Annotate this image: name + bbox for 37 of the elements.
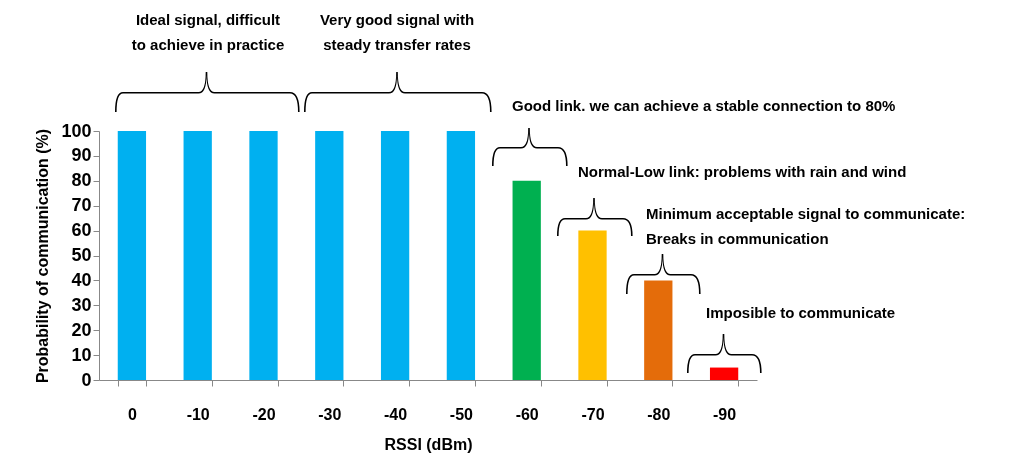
annotation: Imposible to communicate <box>706 304 896 321</box>
y-tick-label: 50 <box>71 245 92 265</box>
y-tick-label: 40 <box>71 269 92 290</box>
text: Ideal signal, difficult to achieve in practice <box>131 11 285 53</box>
y-tick-label: 20 <box>71 319 92 340</box>
bar <box>709 367 739 380</box>
x-tick-label: -40 <box>384 405 408 423</box>
x-tick-label: -60 <box>515 405 539 423</box>
y-tick-label: 10 <box>71 344 92 365</box>
y-tick-label: 100 <box>61 120 92 141</box>
bar <box>315 131 344 380</box>
x-tick-label: -80 <box>647 405 671 423</box>
x-tick-label: -70 <box>581 405 605 423</box>
x-tick-label: -90 <box>713 405 737 423</box>
y-tick-label: 0 <box>81 369 92 390</box>
y-tick-label: 90 <box>71 145 92 166</box>
bar <box>446 131 476 380</box>
x-tick-label: -10 <box>186 405 210 423</box>
text: Good link. we can achieve a stable connection to 80% <box>512 97 896 114</box>
y-tick-label: 30 <box>71 294 92 315</box>
x-tick-label: 0 <box>127 405 137 423</box>
x-axis-title: RSSI (dBm) <box>384 435 473 453</box>
x-tick-label: -30 <box>318 405 342 423</box>
x-tick-label: -50 <box>449 405 474 423</box>
bar <box>183 131 212 380</box>
y-tick-label: 70 <box>71 195 92 216</box>
bar <box>117 131 147 380</box>
x-tick-label: -20 <box>252 405 276 423</box>
annotation: Normal-Low link: problems with rain and wind <box>578 163 907 180</box>
y-tick-label: 80 <box>71 170 92 191</box>
bar <box>512 180 541 380</box>
text: Very good signal with steady transfer rates <box>319 11 475 53</box>
y-tick-label: 60 <box>71 220 92 241</box>
bar <box>380 131 410 380</box>
y-axis-title: Probability of communication (%) <box>34 128 52 384</box>
bar <box>249 131 278 380</box>
annotation: Minimum acceptable signal to communicate: Breaks in communication <box>646 205 966 247</box>
